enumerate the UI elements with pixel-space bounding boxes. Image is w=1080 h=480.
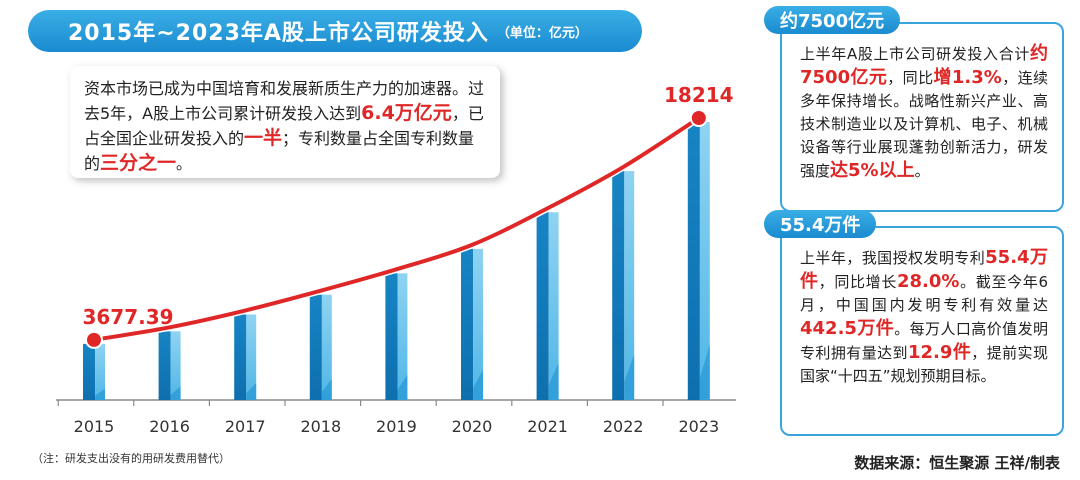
panel1-highlight-intensity: 达5%以上 — [830, 160, 915, 181]
panel2-text-4: 。每万人口高价值发明专利拥有量达到 — [800, 320, 1048, 362]
bar-2020 — [461, 248, 474, 400]
x-tick-label-2016: 2016 — [149, 417, 190, 436]
data-label-2023: 18214 — [664, 83, 734, 107]
rd-investment-panel: 上半年A股上市公司研发投入合计约7500亿元，同比增1.3%，连续多年保持增长。… — [780, 22, 1064, 212]
trend-line — [92, 116, 701, 342]
x-tick-label-2022: 2022 — [603, 417, 644, 436]
x-tick-label-2015: 2015 — [74, 417, 115, 436]
panel2-text-2: ，同比增长 — [818, 273, 897, 291]
footnote: （注：研发支出没有的用研发费用替代） — [32, 452, 230, 465]
bar-side-2017 — [246, 314, 257, 400]
panel1-text-2: ，同比 — [887, 69, 934, 87]
intro-text-2: ，已占全国企业研发投入的 — [84, 104, 484, 148]
panel1-text-4: 。 — [914, 162, 930, 180]
bar-2017 — [234, 314, 247, 400]
rd-investment-tag: 约7500亿元 — [764, 6, 901, 34]
bar-side-2020 — [473, 248, 483, 400]
bar-2021 — [536, 212, 549, 400]
point-2023 — [689, 109, 708, 127]
panel1-highlight-amount: 约7500亿元 — [800, 43, 1048, 88]
bar-shade-2015 — [95, 388, 105, 400]
bar-shade-2022 — [624, 354, 635, 400]
intro-text-1: 资本市场已成为中国培育和发展新质生产力的加速器。过去5年，A股上市公司累计研发投… — [84, 79, 485, 123]
bar-2023 — [687, 122, 700, 400]
bar-side-2018 — [321, 294, 332, 400]
bar-2022 — [612, 171, 625, 400]
bar-shade-2023 — [699, 344, 710, 400]
intro-text-3: ；专利数量占全国专利数量的 — [84, 129, 475, 173]
panel1-text-3: ，连续多年保持增长。战略性新兴产业、高技术制造业以及计算机、电子、机械设备等行业… — [800, 69, 1048, 180]
chart-title: 2015年~2023年A股上市公司研发投入 — [68, 21, 489, 46]
bar-2015 — [83, 343, 96, 400]
point-2015 — [85, 330, 103, 349]
chart-unit: （单位：亿元） — [496, 25, 588, 41]
intro-highlight-total: 6.4万亿元 — [361, 102, 452, 124]
panel2-highlight-growth: 28.0% — [897, 271, 960, 292]
x-tick-label-2023: 2023 — [678, 417, 719, 436]
bar-2018 — [309, 294, 322, 400]
bar-shade-2019 — [397, 374, 408, 400]
bar-shade-2021 — [548, 362, 559, 400]
panel2-highlight-valid: 442.5万件 — [800, 318, 895, 339]
chart-title-banner: 2015年~2023年A股上市公司研发投入 （单位：亿元） — [28, 10, 642, 52]
bar-shade-2020 — [473, 369, 483, 400]
intro-text-4: 。 — [176, 154, 193, 173]
bar-2016 — [158, 331, 171, 400]
intro-highlight-third: 三分之一 — [100, 152, 177, 174]
x-tick-label-2018: 2018 — [300, 417, 341, 436]
panel1-highlight-growth: 增1.3% — [933, 67, 1002, 88]
bar-shade-2018 — [321, 378, 332, 400]
bar-side-2015 — [95, 343, 105, 400]
patent-panel: 上半年，我国授权发明专利55.4万件，同比增长28.0%。截至今年6月，中国国内… — [780, 226, 1064, 436]
panel2-highlight-patents: 55.4万件 — [800, 247, 1048, 292]
panel2-text-3: 。截至今年6月，中国国内发明专利有效量达 — [800, 273, 1048, 314]
x-tick-label-2020: 2020 — [452, 417, 493, 436]
bar-side-2022 — [624, 171, 635, 400]
bar-shade-2016 — [170, 386, 181, 400]
data-source: 数据来源：恒生聚源 王祥/制表 — [854, 454, 1060, 472]
bar-side-2023 — [699, 122, 710, 400]
intro-text-box: 资本市场已成为中国培育和发展新质生产力的加速器。过去5年，A股上市公司累计研发投… — [70, 66, 500, 178]
bar-side-2016 — [170, 331, 181, 400]
bar-shade-2017 — [246, 382, 257, 400]
bar-side-2021 — [548, 212, 559, 400]
x-tick-label-2021: 2021 — [527, 417, 568, 436]
intro-highlight-half: 一半 — [244, 127, 283, 149]
x-tick-label-2017: 2017 — [225, 417, 266, 436]
bar-side-2019 — [397, 273, 408, 400]
patent-tag: 55.4万件 — [764, 210, 877, 238]
x-tick-label-2019: 2019 — [376, 417, 417, 436]
panel2-highlight-per-capita: 12.9件 — [908, 342, 972, 363]
data-label-2015: 3677.39 — [82, 305, 173, 329]
panel1-text-1: 上半年A股上市公司研发投入合计 — [800, 45, 1030, 63]
bar-2019 — [385, 273, 398, 400]
panel2-text-5: ，提前实现国家“十四五”规划预期目标。 — [800, 344, 1048, 385]
panel2-text-1: 上半年，我国授权发明专利 — [800, 249, 986, 267]
